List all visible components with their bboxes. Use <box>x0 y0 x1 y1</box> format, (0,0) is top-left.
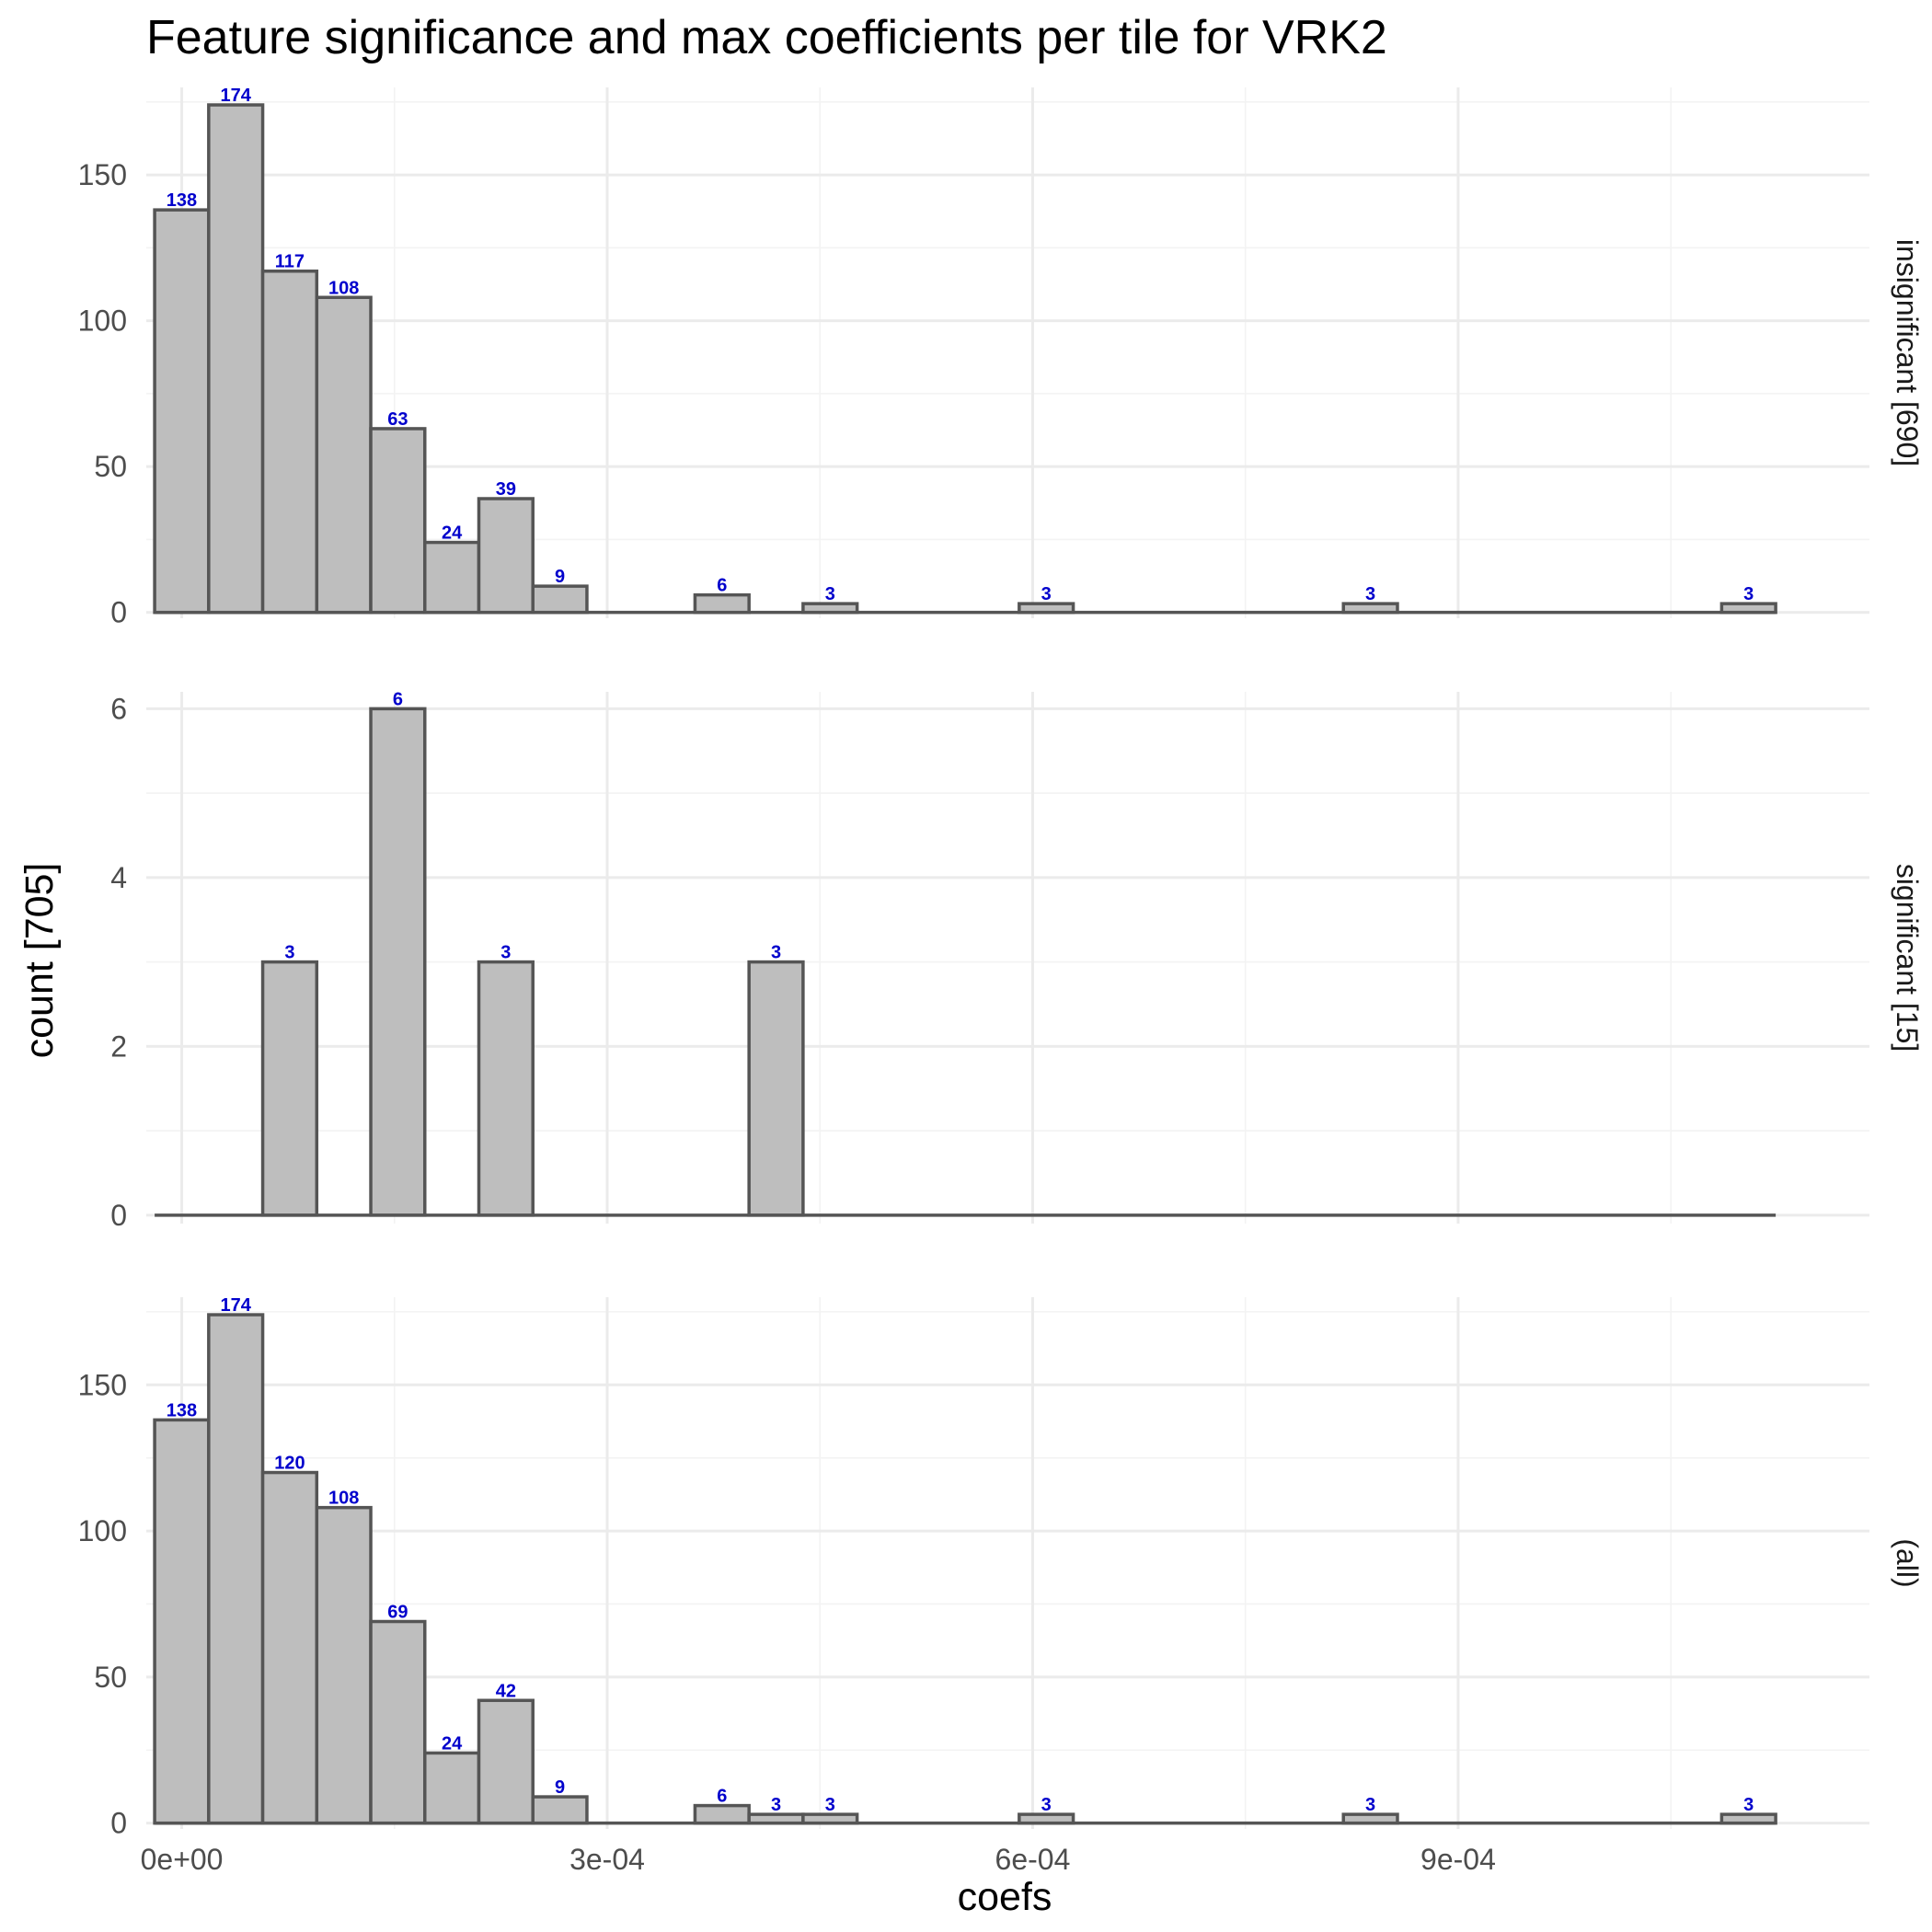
y-tick-label: 150 <box>78 158 127 191</box>
histogram-bar <box>1341 1812 1399 1825</box>
histogram-bar <box>153 1418 211 1825</box>
histogram-bar <box>260 960 319 1217</box>
histogram-bar <box>260 269 319 615</box>
facet-strip-label: (all) <box>1891 1538 1924 1587</box>
bar-count-label: 6 <box>717 576 727 596</box>
bar-count-label: 42 <box>496 1681 516 1701</box>
y-tick-label: 6 <box>110 692 127 725</box>
y-tick-label: 0 <box>110 596 127 629</box>
bar-count-label: 174 <box>221 1295 252 1316</box>
histogram-bar <box>207 1313 265 1825</box>
y-tick-label: 150 <box>78 1368 127 1401</box>
bar-count-label: 138 <box>167 190 197 211</box>
histogram-bar <box>1719 602 1777 615</box>
chart-title: Feature significance and max coefficient… <box>146 11 1387 64</box>
y-axis-title: count [705] <box>17 863 62 1059</box>
x-axis: 0e+00 3e-04 6e-04 9e-04 <box>141 1843 1496 1876</box>
histogram-bar <box>801 1812 859 1825</box>
bar-count-label: 3 <box>771 1795 781 1815</box>
x-tick-label: 9e-04 <box>1420 1843 1496 1876</box>
x-tick-label: 6e-04 <box>995 1843 1071 1876</box>
bar-count-label: 6 <box>393 689 403 709</box>
bar-count-label: 3 <box>284 943 294 963</box>
bar-count-label: 69 <box>387 1603 408 1623</box>
histogram-bar <box>1341 602 1399 615</box>
histogram-bar <box>477 497 535 615</box>
bar-count-label: 174 <box>221 86 252 106</box>
bar-count-label: 108 <box>328 1489 359 1509</box>
bar-count-label: 117 <box>275 252 305 272</box>
bar-count-label: 3 <box>771 943 781 963</box>
histogram-bar <box>693 592 751 615</box>
bar-count-label: 39 <box>496 479 516 500</box>
bar-count-label: 9 <box>555 567 565 587</box>
bar-count-label: 9 <box>555 1777 565 1798</box>
y-tick-label: 100 <box>78 305 127 338</box>
bar-count-label: 3 <box>1743 1795 1754 1815</box>
y-tick-label: 50 <box>94 1661 127 1694</box>
x-tick-label: 3e-04 <box>569 1843 645 1876</box>
histogram-bar <box>801 602 859 615</box>
bar-count-label: 3 <box>1365 584 1375 604</box>
y-tick-label: 0 <box>110 1199 127 1232</box>
histogram-bar <box>153 208 211 615</box>
histogram-bar <box>1018 1812 1075 1825</box>
histogram-bar <box>315 295 373 615</box>
histogram-bar <box>423 540 481 615</box>
bar-count-label: 138 <box>167 1400 197 1420</box>
histogram-bar <box>747 1812 805 1825</box>
bar-count-label: 3 <box>825 1795 835 1815</box>
bar-count-label: 24 <box>442 1733 463 1754</box>
y-tick-label: 4 <box>110 861 127 894</box>
facet-strip-label: significant [15] <box>1891 864 1924 1052</box>
bar-count-label: 120 <box>274 1454 305 1474</box>
histogram-bar <box>369 427 427 615</box>
histogram-bar <box>477 1698 535 1825</box>
bar-count-label: 24 <box>442 523 463 544</box>
histogram-bar <box>747 960 805 1217</box>
histogram-bar <box>1719 1812 1777 1825</box>
histogram-bar <box>531 1795 589 1825</box>
facet-panel: 0 50 100 150 138 174 120 108 69 24 42 9 6 3 3 3 3 3 (all) <box>78 1295 1924 1840</box>
bar-count-label: 3 <box>1365 1795 1375 1815</box>
histogram-bar <box>423 1751 481 1825</box>
bar-count-label: 3 <box>825 584 835 604</box>
y-tick-label: 50 <box>94 450 127 483</box>
bar-count-label: 3 <box>1041 584 1052 604</box>
y-tick-label: 2 <box>110 1029 127 1063</box>
x-axis-title: coefs <box>958 1875 1052 1919</box>
histogram-bar <box>207 103 265 615</box>
x-tick-label: 0e+00 <box>141 1843 224 1876</box>
histogram-bar <box>315 1505 373 1825</box>
y-tick-label: 100 <box>78 1514 127 1547</box>
bar-count-label: 108 <box>328 278 359 298</box>
bar-count-label: 3 <box>1041 1795 1052 1815</box>
histogram-bar <box>369 707 427 1217</box>
bar-count-label: 3 <box>500 943 511 963</box>
histogram-bar <box>477 960 535 1217</box>
facet-panel: 0 2 4 6 3 6 3 3 significant [15] <box>110 689 1924 1231</box>
bar-count-label: 3 <box>1743 584 1754 604</box>
y-tick-label: 0 <box>110 1807 127 1840</box>
facet-strip-label: insignificant [690] <box>1891 239 1924 466</box>
histogram-bar <box>1018 602 1075 615</box>
histogram-bar <box>693 1803 751 1825</box>
histogram-bar <box>531 584 589 615</box>
histogram-bar <box>260 1470 319 1825</box>
histogram-bar <box>369 1619 427 1825</box>
bar-count-label: 6 <box>717 1787 727 1807</box>
bar-count-label: 63 <box>387 409 408 430</box>
